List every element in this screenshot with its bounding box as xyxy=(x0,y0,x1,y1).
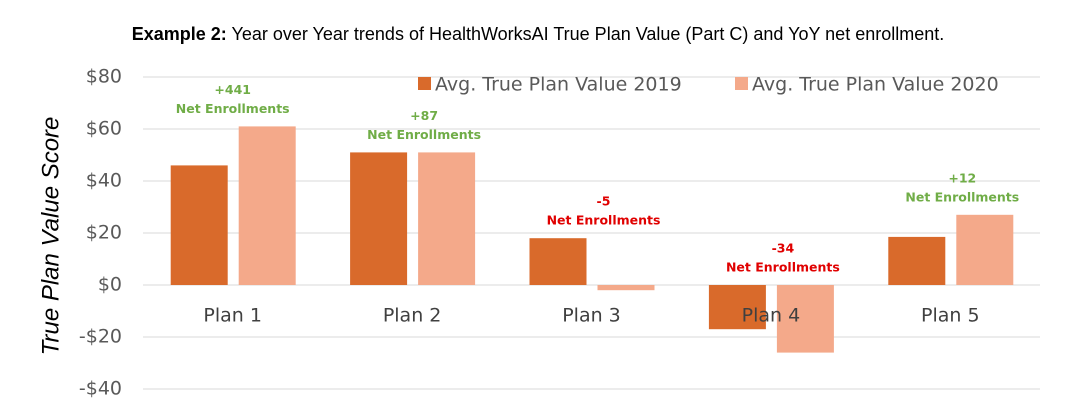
annotation-value: +12 xyxy=(948,170,976,185)
annotation-text: Net Enrollments xyxy=(367,127,481,142)
bar xyxy=(956,214,1014,285)
annotation-value: -5 xyxy=(597,194,611,209)
annotation-value: +441 xyxy=(214,82,251,97)
title-text: Year over Year trends of HealthWorksAI T… xyxy=(231,24,944,44)
bar xyxy=(350,152,408,285)
x-tick-label: Plan 5 xyxy=(921,305,980,327)
x-tick-label: Plan 1 xyxy=(203,305,262,327)
y-tick-label: $60 xyxy=(86,118,122,140)
annotation-text: Net Enrollments xyxy=(905,189,1019,204)
annotation-text: Net Enrollments xyxy=(547,213,661,228)
bar xyxy=(708,285,766,330)
bar xyxy=(529,238,587,285)
chart-title: Example 2: Year over Year trends of Heal… xyxy=(132,24,944,44)
bar xyxy=(776,285,834,353)
y-tick-label: $80 xyxy=(86,66,122,88)
bar xyxy=(238,126,296,286)
x-tick-label: Plan 2 xyxy=(383,305,442,327)
annotation-value: +87 xyxy=(410,108,438,123)
bar xyxy=(597,285,655,291)
x-tick-label: Plan 3 xyxy=(562,305,621,327)
legend-swatch xyxy=(418,77,431,90)
y-tick-label: -$40 xyxy=(79,378,122,400)
y-axis-label: True Plan Value Score xyxy=(37,117,64,356)
bar xyxy=(888,236,946,285)
annotation-text: Net Enrollments xyxy=(726,260,840,275)
bar xyxy=(418,152,476,285)
legend-label: Avg. True Plan Value 2020 xyxy=(752,74,999,96)
annotation-value: -34 xyxy=(772,241,795,256)
y-tick-label: -$20 xyxy=(79,326,122,348)
y-tick-label: $0 xyxy=(98,274,122,296)
y-tick-label: $40 xyxy=(86,170,122,192)
annotation-text: Net Enrollments xyxy=(176,101,290,116)
legend-swatch xyxy=(735,77,748,90)
y-tick-label: $20 xyxy=(86,222,122,244)
bar xyxy=(170,165,228,285)
title-prefix: Example 2: xyxy=(132,24,227,44)
legend-label: Avg. True Plan Value 2019 xyxy=(435,74,682,96)
x-tick-label: Plan 4 xyxy=(742,305,801,327)
